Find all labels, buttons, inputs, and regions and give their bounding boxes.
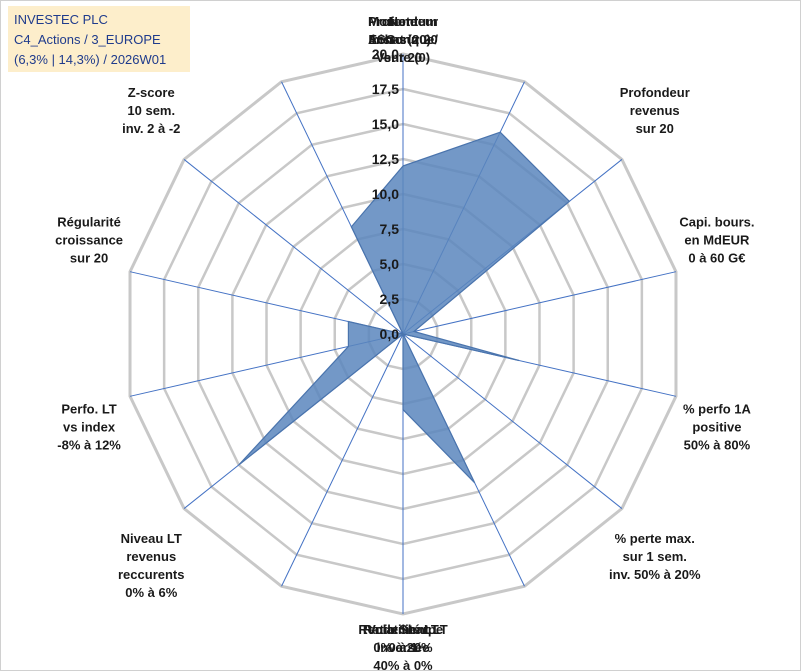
axis-label: Rendement LT 0% à 20% [358,622,447,655]
tick-label: 12,5 [372,151,399,167]
axis-spoke [281,333,404,587]
axis-label: Note ESG sur 20 [368,14,437,47]
tick-label: 2,5 [380,291,400,307]
weights-and-period: (6,3% | 14,3%) / 2026W01 [14,52,167,67]
axis-label: % perfo 1A positive 50% à 80% [683,402,752,453]
tick-label: 10,0 [372,186,399,202]
axis-label: Régularité croissance sur 20 [55,214,123,265]
axis-label: Profondeur revenus sur 20 [620,85,690,136]
axis-spoke [402,271,677,335]
tick-label: 0,0 [380,326,400,342]
axis-label: Niveau LT revenus reccurents 0% à 6% [118,531,184,600]
axis-label: Perfo. LT vs index -8% à 12% [57,402,121,453]
axis-label: % perte max. sur 1 sem. inv. 50% à 20% [609,531,701,582]
info-box: INVESTEC PLC C4_Actions / 3_EUROPE (6,3%… [8,6,190,72]
axis-label: Ratio Sharpe 0 à 1 [363,622,443,655]
axis-label: Momentum Achat (20) / Vente (0) [368,14,438,65]
axis-spoke [402,333,623,509]
tick-label: 20,0 [372,46,399,62]
tick-label: 5,0 [380,256,400,272]
series-area [238,131,571,484]
tick-label: 7,5 [380,221,400,237]
axis-label: Volatilité LT inversée 40% à 0% [367,622,439,671]
tick-label: 15,0 [372,116,399,132]
axis-label: Profondeur historique sur 20 [368,14,438,65]
portfolio-category: C4_Actions / 3_EUROPE [14,32,161,47]
tick-label: 17,5 [372,81,399,97]
axis-label: Z-score 10 sem. inv. 2 à -2 [122,85,180,136]
axis-spoke [183,159,404,335]
axis-label: Capi. bours. en MdEUR 0 à 60 G€ [679,214,754,265]
company-name: INVESTEC PLC [14,12,108,27]
